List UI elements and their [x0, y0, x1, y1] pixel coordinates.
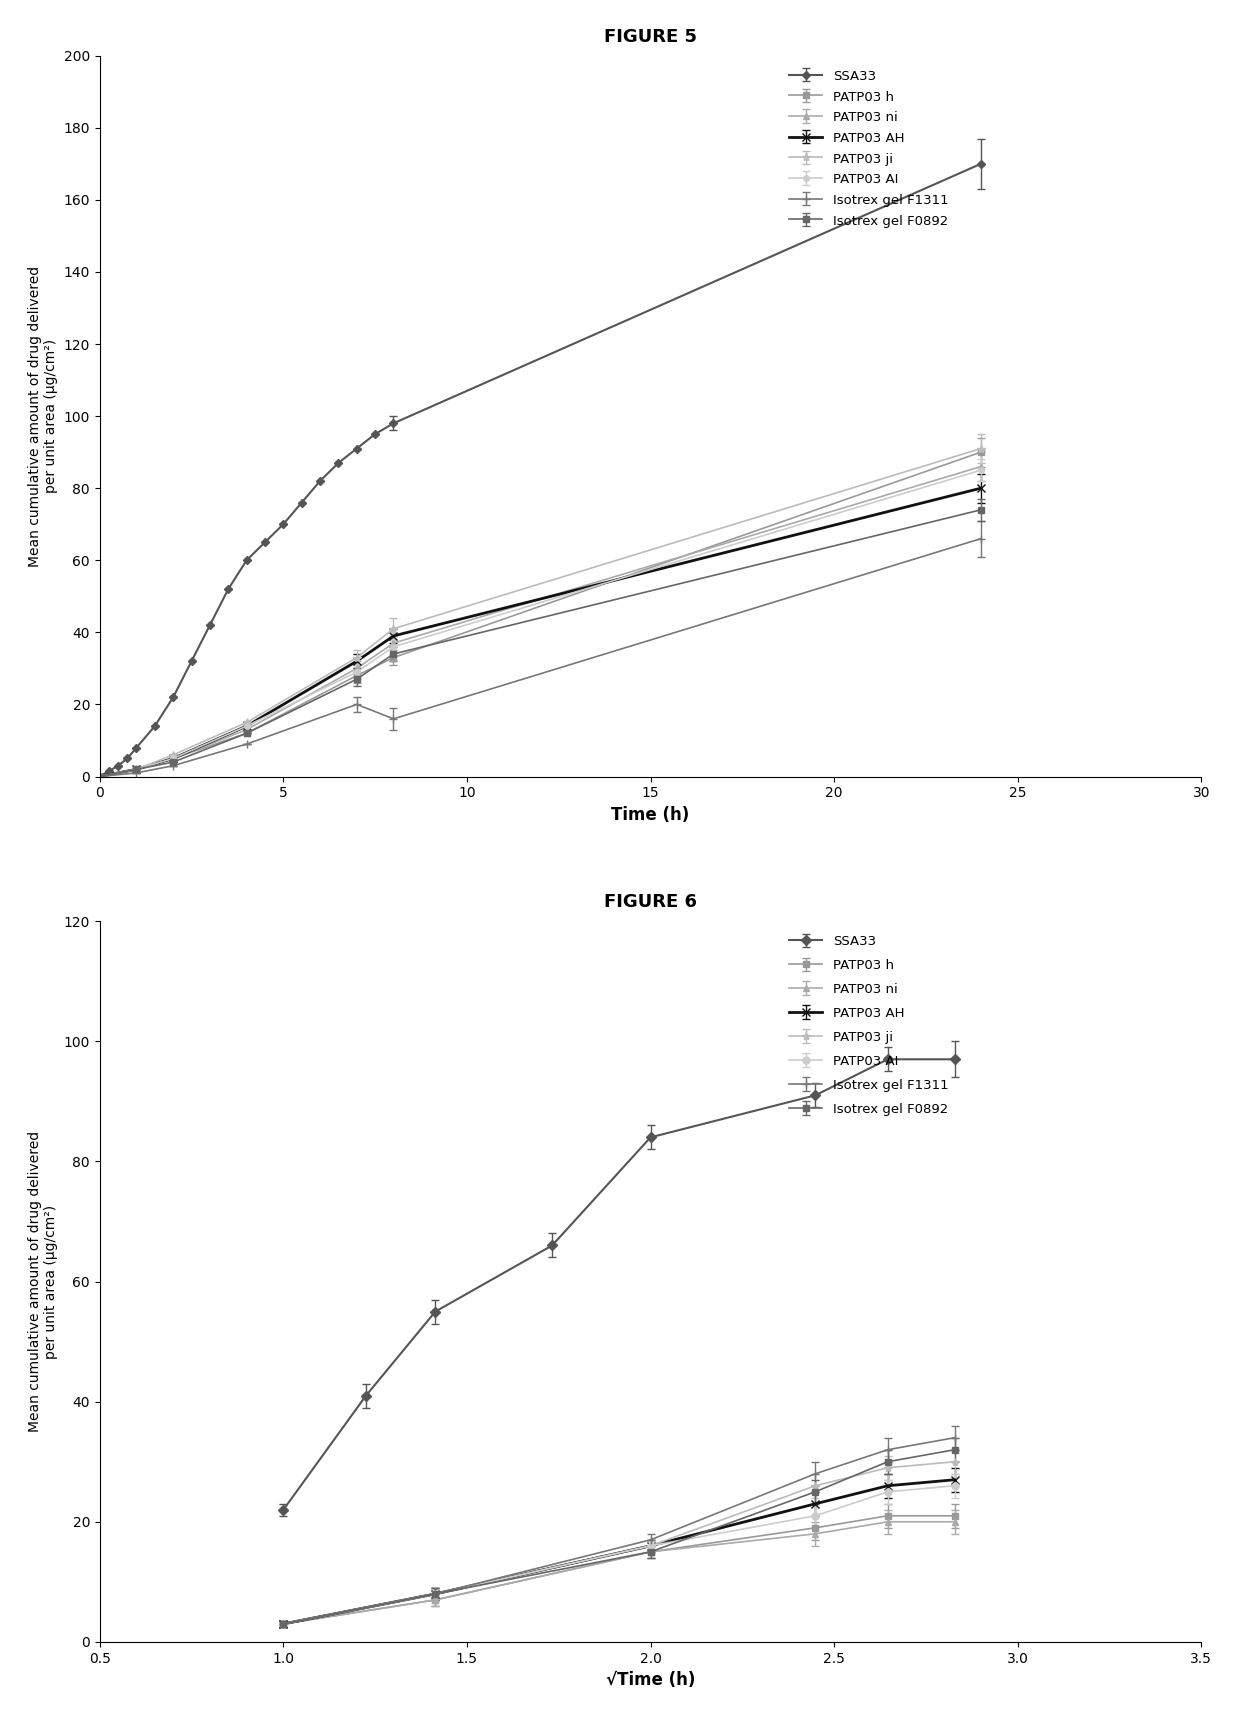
Legend: SSA33, PATP03 h, PATP03 ni, PATP03 AH, PATP03 ji, PATP03 AI, Isotrex gel F1311, : SSA33, PATP03 h, PATP03 ni, PATP03 AH, P… [790, 936, 949, 1116]
X-axis label: √Time (h): √Time (h) [606, 1671, 696, 1690]
Y-axis label: Mean cumulative amount of drug delivered
per unit area (μg/cm²): Mean cumulative amount of drug delivered… [27, 266, 58, 567]
Legend: SSA33, PATP03 h, PATP03 ni, PATP03 AH, PATP03 ji, PATP03 AI, Isotrex gel F1311, : SSA33, PATP03 h, PATP03 ni, PATP03 AH, P… [790, 69, 949, 228]
Title: FIGURE 6: FIGURE 6 [604, 893, 697, 912]
Y-axis label: Mean cumulative amount of drug delivered
per unit area (μg/cm²): Mean cumulative amount of drug delivered… [29, 1132, 58, 1432]
Title: FIGURE 5: FIGURE 5 [604, 27, 697, 46]
X-axis label: Time (h): Time (h) [611, 805, 689, 824]
